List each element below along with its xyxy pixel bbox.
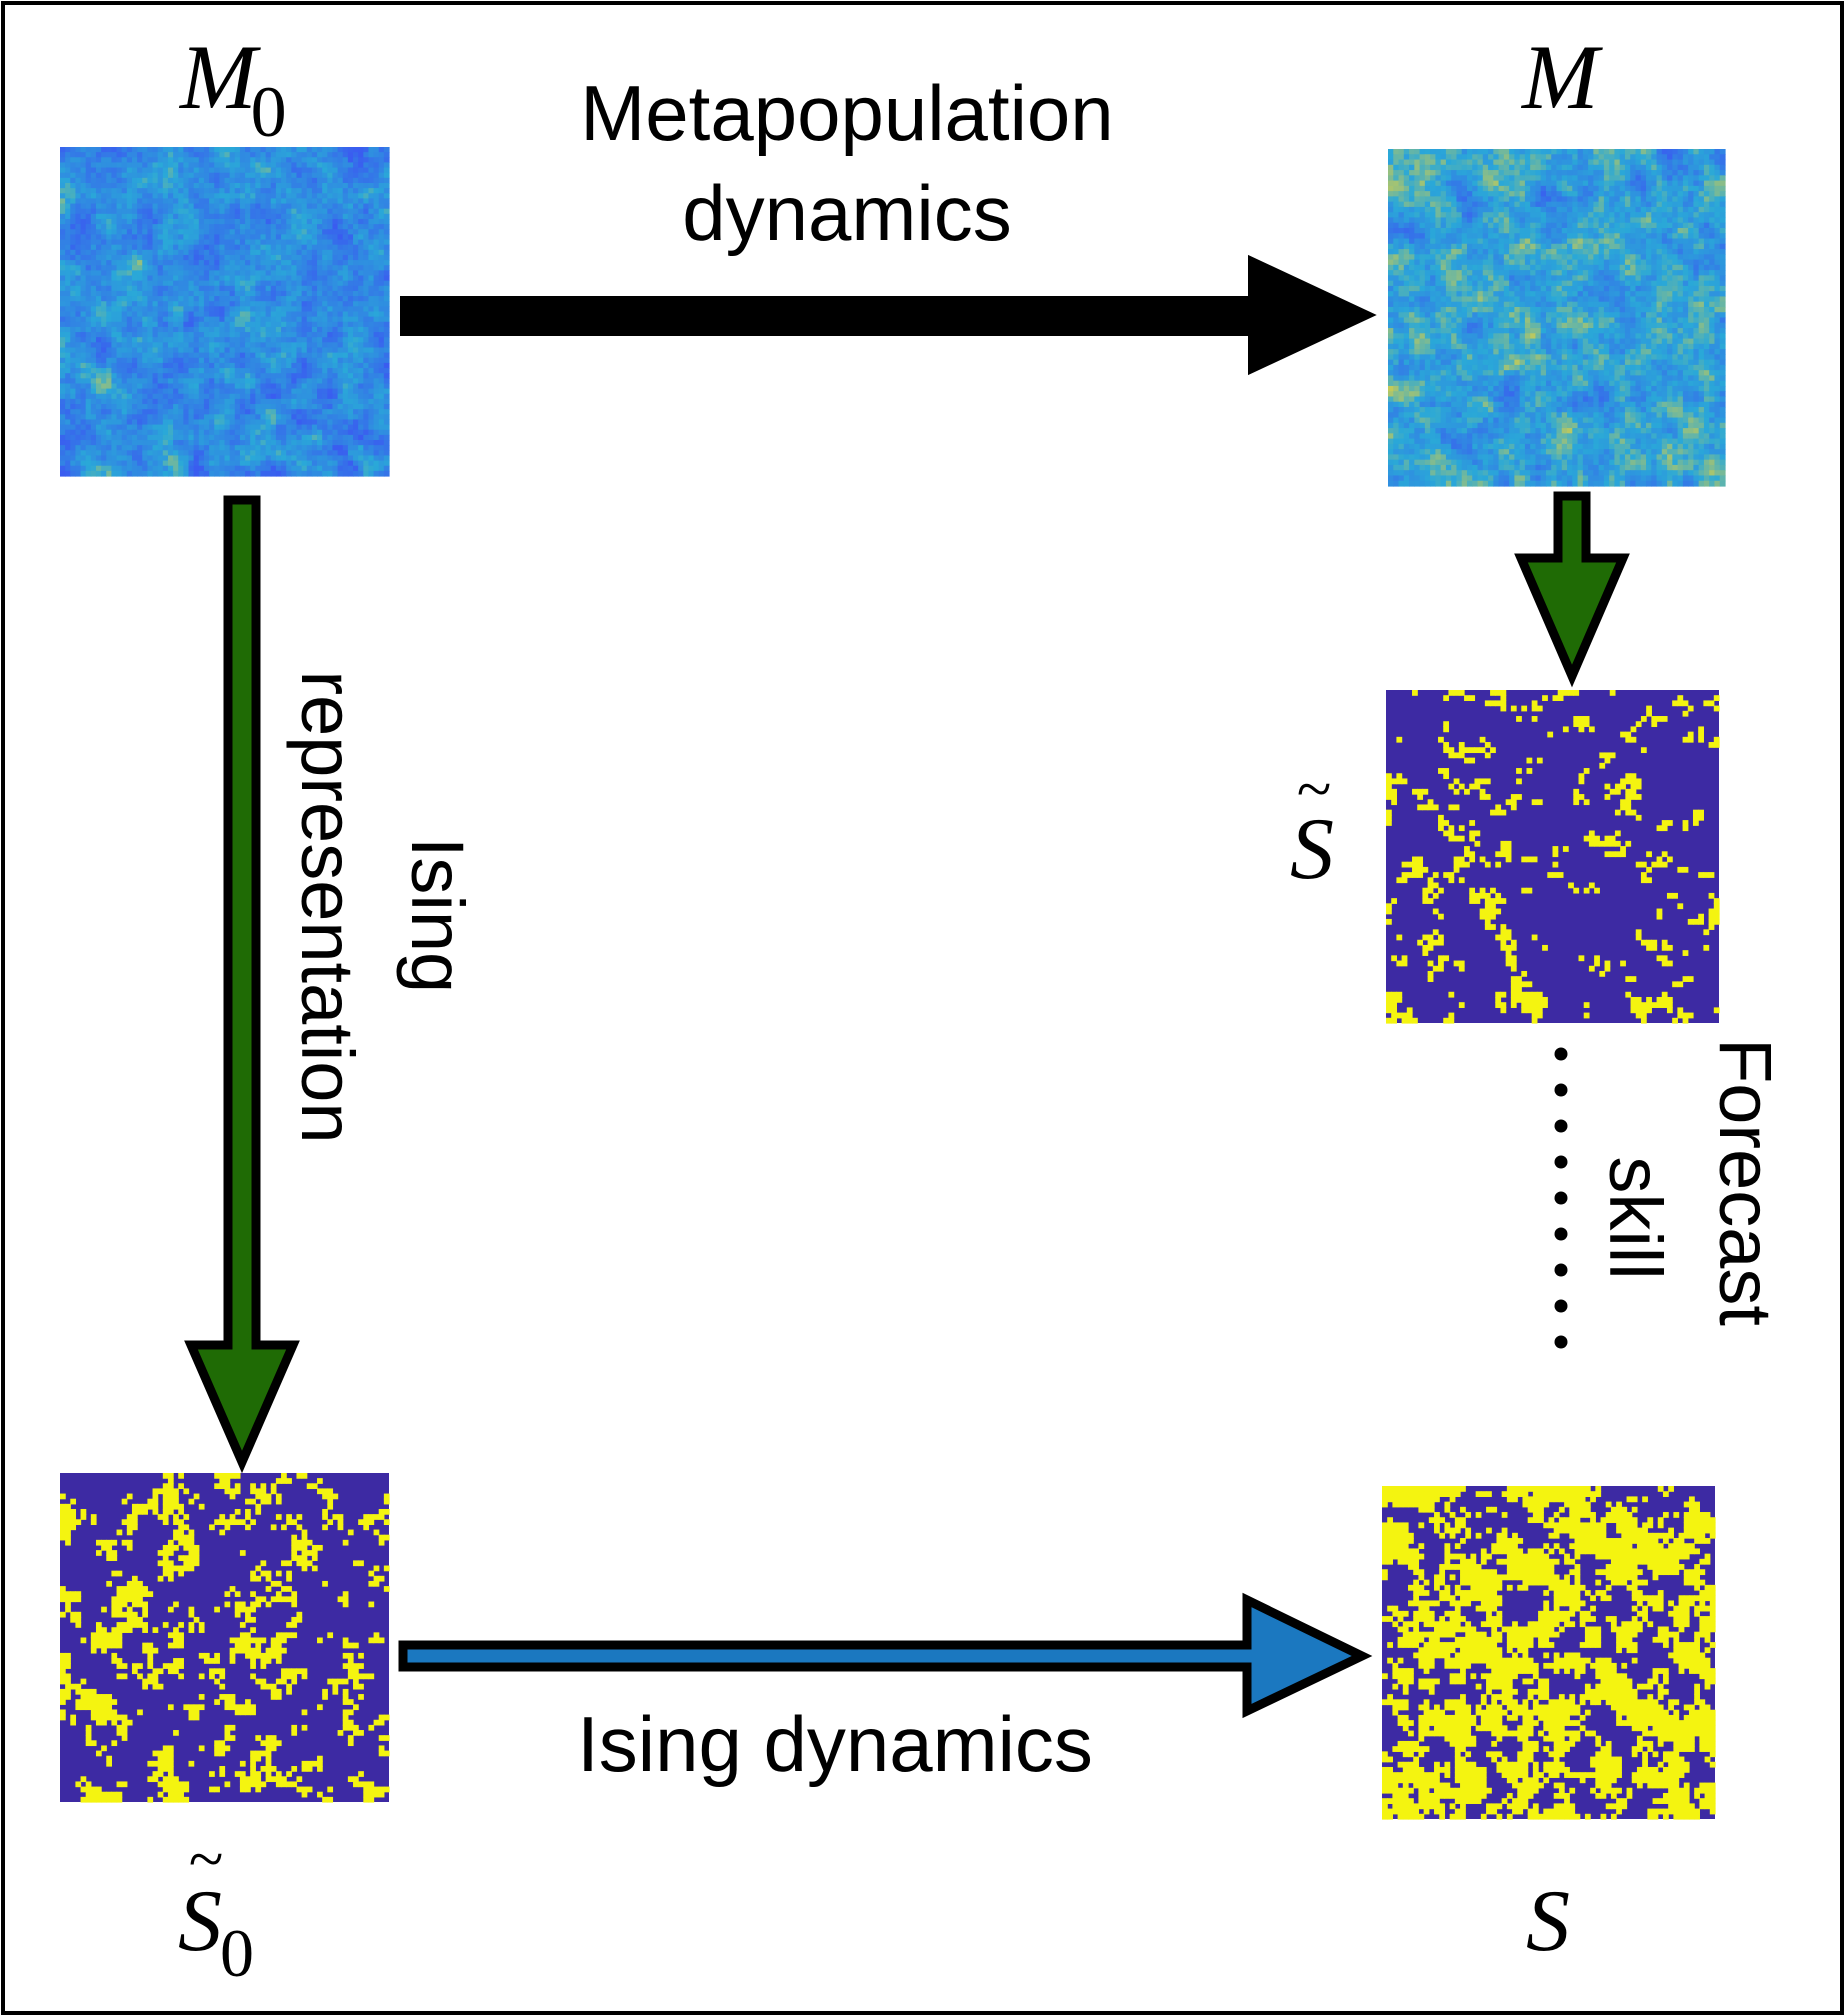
- tilde-S-tilde0: ~: [189, 1823, 224, 1894]
- forecast-skill-dots: [1554, 1047, 1568, 1349]
- ising-dynamics-arrow: [398, 1592, 1373, 1719]
- forecast-skill-dot: [1554, 1155, 1568, 1169]
- forecast-skill-dot: [1554, 1083, 1568, 1097]
- ising-dynamics-label: Ising dynamics: [577, 1700, 1093, 1788]
- label-S-tilde: S: [1290, 801, 1334, 898]
- skill-label: skill: [1594, 1156, 1677, 1279]
- metapopulation-label-line2: dynamics: [682, 169, 1011, 257]
- ising-representation-arrow: [184, 495, 300, 1474]
- panel-S-tilde-ising: [1386, 690, 1720, 1024]
- forecast-skill-dot: [1554, 1299, 1568, 1313]
- ising-representation-line1: Ising: [396, 837, 479, 993]
- label-M0: M0: [178, 26, 287, 152]
- metapopulation-arrow: [400, 254, 1377, 376]
- forecast-label: Forecast: [1704, 1038, 1787, 1326]
- label-S-tilde0: S0: [178, 1873, 254, 1991]
- metapopulation-label-line1: Metapopulation: [580, 69, 1113, 157]
- forecast-skill-dot: [1554, 1191, 1568, 1205]
- panel-S-ising: [1382, 1486, 1716, 1820]
- panel-M0-heatmap: [60, 147, 390, 477]
- forecast-skill-dot: [1554, 1119, 1568, 1133]
- threshold-arrow: [1514, 491, 1630, 688]
- forecast-skill-dot: [1554, 1263, 1568, 1277]
- panel-M-heatmap: [1388, 149, 1726, 487]
- forecast-skill-dot: [1554, 1227, 1568, 1241]
- tilde-S-tilde: ~: [1297, 753, 1332, 824]
- forecast-skill-dot: [1554, 1047, 1568, 1061]
- label-M: M: [1520, 26, 1603, 128]
- ising-representation-line2: representation: [286, 670, 369, 1143]
- label-S: S: [1526, 1873, 1570, 1970]
- panel-S-tilde0-ising: [60, 1473, 390, 1803]
- forecast-skill-dot: [1554, 1335, 1568, 1349]
